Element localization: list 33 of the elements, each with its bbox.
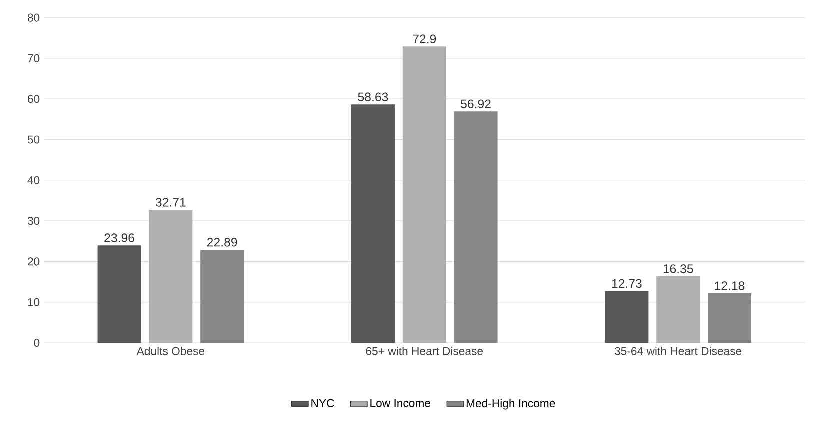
bar	[402, 46, 446, 344]
data-label: 23.96	[104, 234, 134, 242]
y-tick-label: 60	[28, 95, 40, 104]
bar	[656, 276, 700, 344]
y-tick-label: 30	[28, 217, 40, 226]
data-label: 22.89	[207, 238, 238, 247]
bar	[454, 112, 498, 344]
data-label: 16.35	[664, 264, 694, 274]
legend-label: Med-High Income	[466, 399, 556, 410]
y-tick-label: 10	[28, 298, 40, 306]
data-label: 58.63	[358, 92, 388, 102]
data-label: 32.71	[156, 198, 186, 207]
y-tick-label: 40	[28, 176, 40, 184]
bar	[200, 250, 244, 344]
y-tick-label: 80	[28, 14, 40, 22]
y-tick-label: 70	[28, 54, 40, 62]
y-tick-label: 20	[28, 258, 40, 266]
bar	[605, 291, 649, 344]
x-tick-label: 35-64 with Heart Disease	[614, 347, 742, 356]
y-tick-label: 0	[34, 339, 40, 348]
bar	[708, 294, 752, 344]
x-tick-label: 65+ with Heart Disease	[366, 347, 484, 356]
data-label: 12.73	[612, 279, 642, 288]
x-tick-label: Adults Obese	[136, 347, 205, 356]
data-label: 56.92	[461, 100, 491, 108]
y-tick-label: 50	[28, 136, 40, 144]
legend-label: NYC	[312, 399, 334, 408]
bar	[149, 210, 193, 344]
bar	[98, 246, 142, 344]
data-label: 12.18	[715, 282, 745, 290]
data-label: 72.9	[413, 34, 436, 44]
bar	[351, 104, 395, 344]
legend-label: Low Income	[370, 399, 431, 408]
